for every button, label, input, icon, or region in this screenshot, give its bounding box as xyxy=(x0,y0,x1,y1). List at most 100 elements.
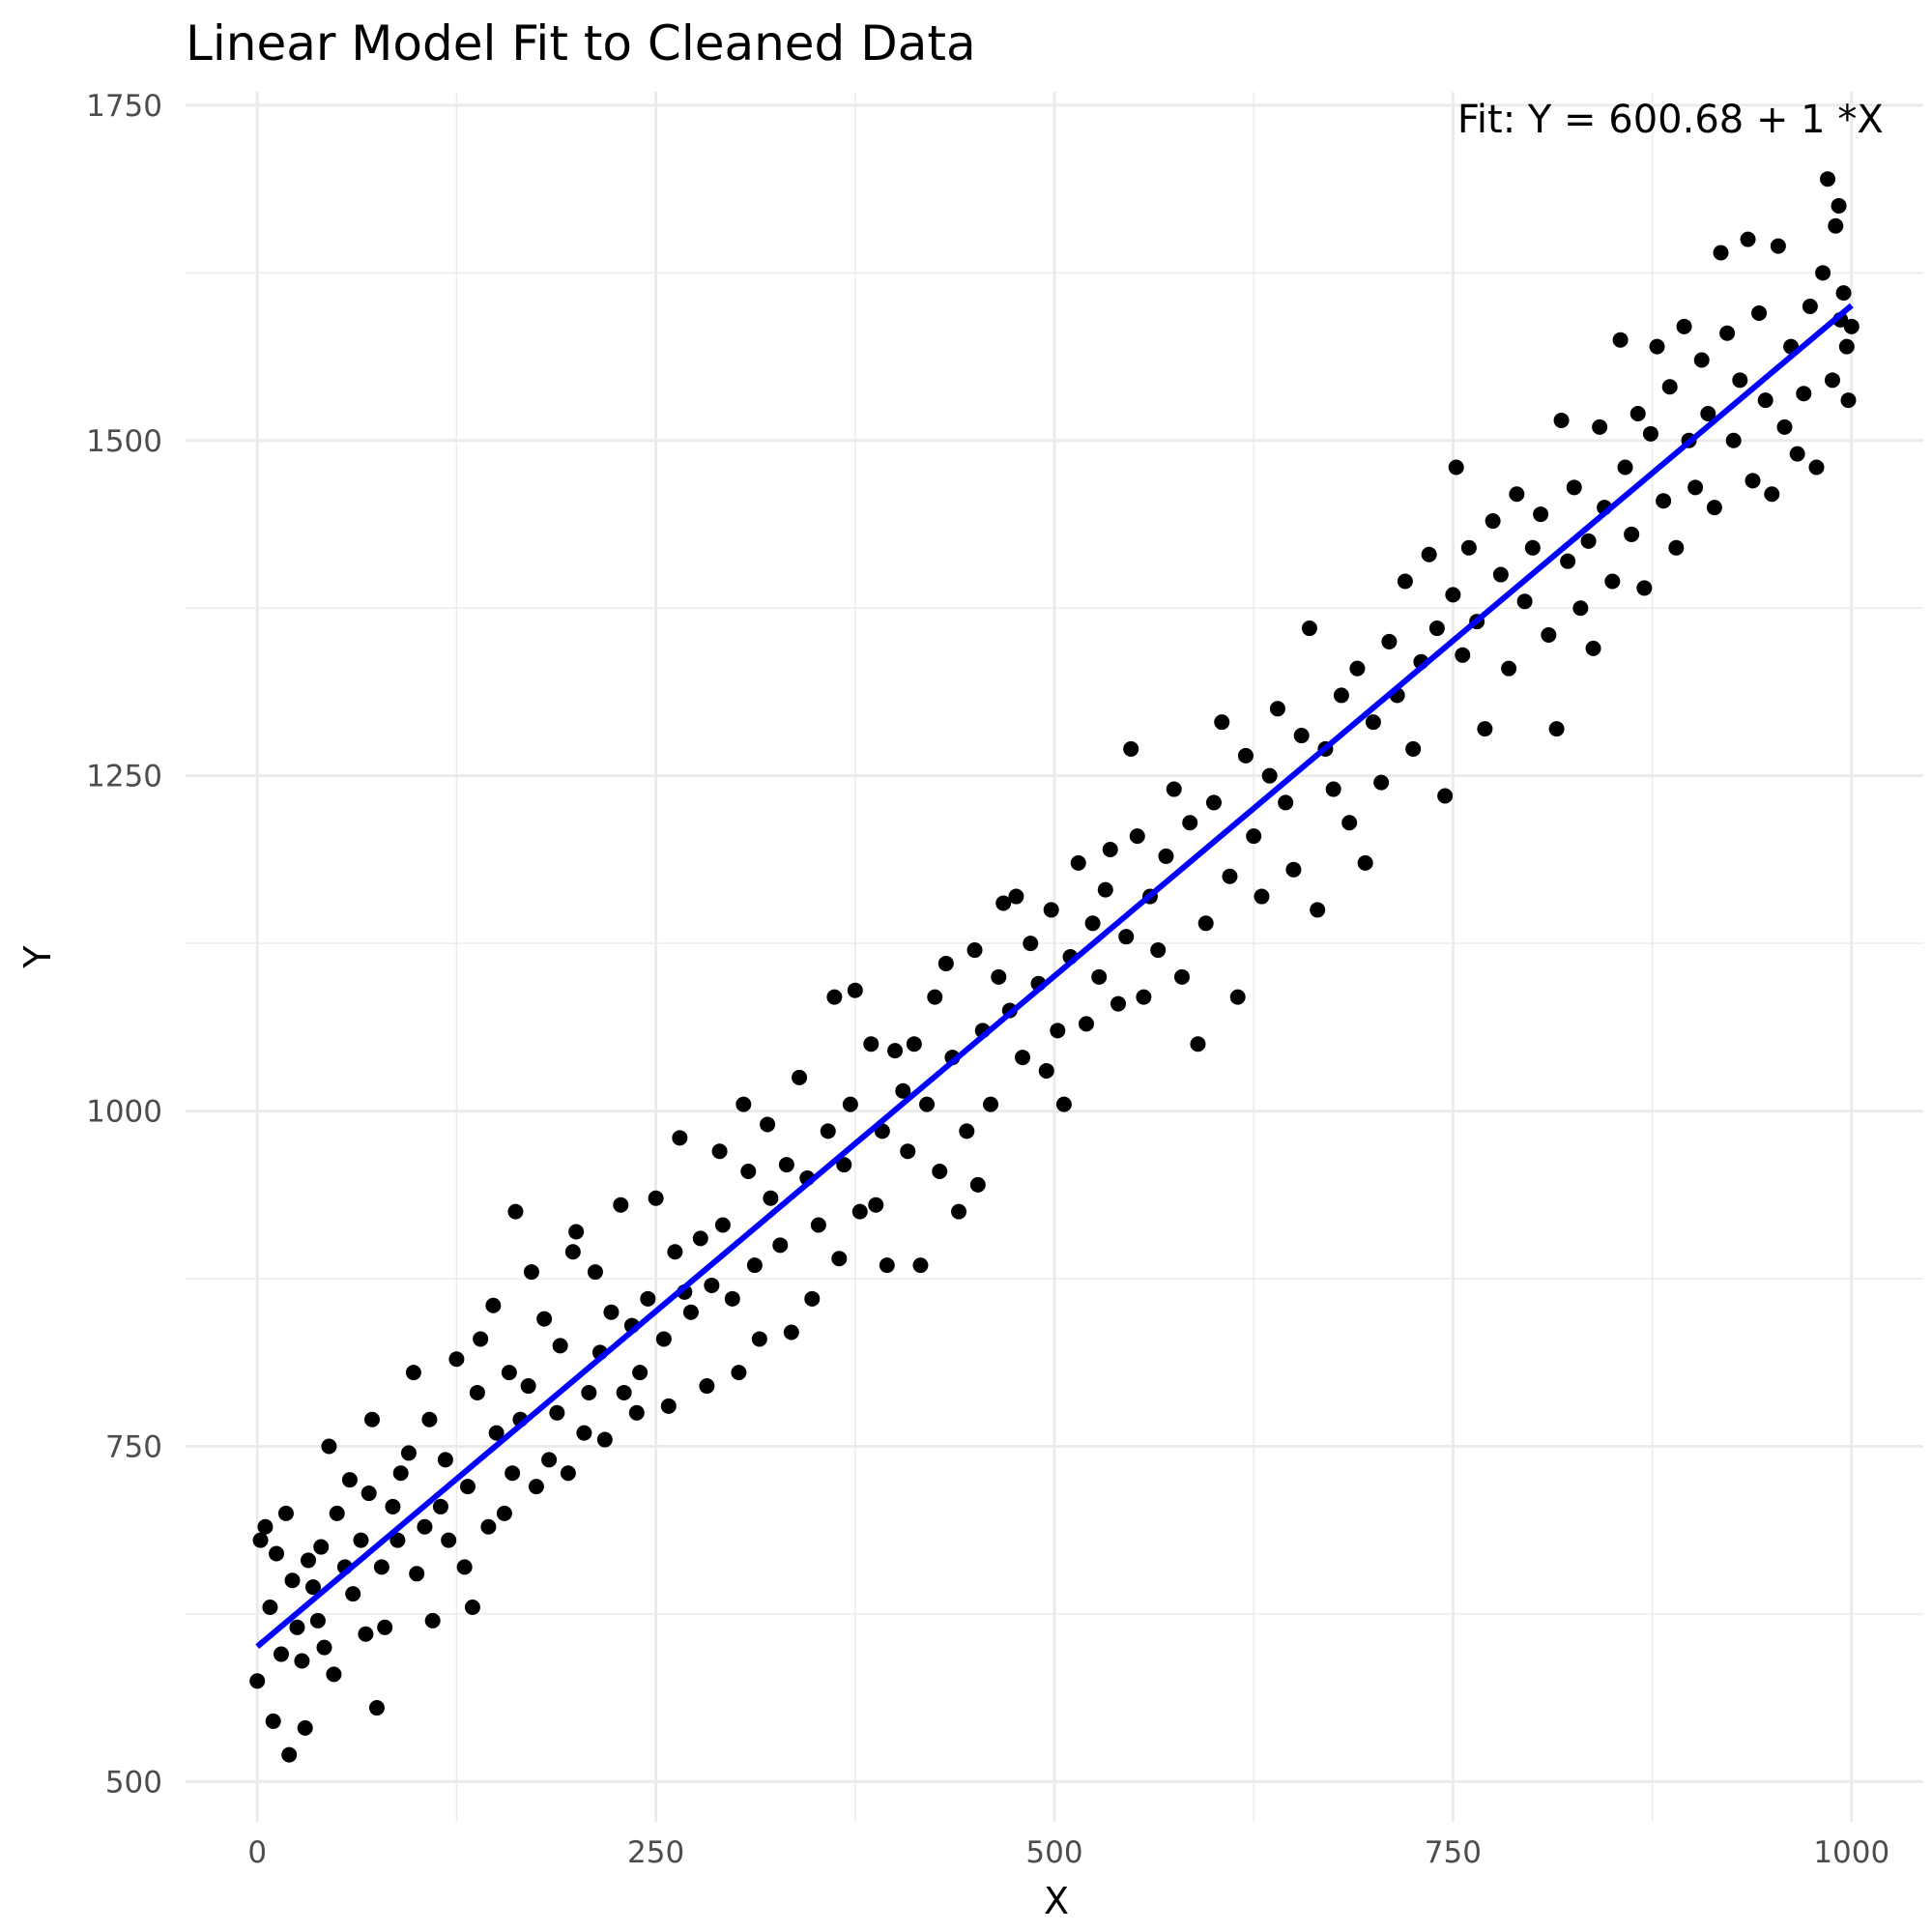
data-point-27 xyxy=(363,1411,380,1427)
data-point-142 xyxy=(1050,1023,1066,1039)
data-point-212 xyxy=(1572,600,1589,617)
data-point-247 xyxy=(1796,386,1812,402)
data-point-127 xyxy=(951,1203,967,1220)
data-point-225 xyxy=(1656,493,1672,509)
data-point-205 xyxy=(1524,539,1541,556)
data-point-132 xyxy=(983,1096,999,1112)
data-point-208 xyxy=(1548,721,1565,737)
x-tick-label-2: 500 xyxy=(1025,1835,1082,1870)
y-tick-label-3: 1250 xyxy=(86,760,162,794)
data-point-36 xyxy=(409,1566,425,1582)
data-point-72 xyxy=(603,1304,620,1320)
data-point-231 xyxy=(1693,352,1710,368)
data-point-42 xyxy=(441,1532,457,1548)
data-point-257 xyxy=(1843,318,1860,334)
data-point-227 xyxy=(1668,539,1685,556)
data-point-130 xyxy=(969,1176,986,1193)
data-point-136 xyxy=(1008,888,1024,905)
data-point-128 xyxy=(959,1123,975,1139)
data-point-217 xyxy=(1604,573,1621,590)
data-point-255 xyxy=(1835,285,1852,302)
data-point-189 xyxy=(1405,740,1422,757)
data-point-69 xyxy=(587,1264,603,1281)
data-point-22 xyxy=(341,1472,358,1488)
data-point-14 xyxy=(304,1579,321,1596)
data-point-251 xyxy=(1820,171,1836,187)
data-point-150 xyxy=(1102,841,1118,857)
data-point-90 xyxy=(714,1217,731,1233)
data-point-60 xyxy=(536,1311,553,1327)
data-point-19 xyxy=(326,1666,342,1683)
data-point-220 xyxy=(1624,526,1640,542)
data-point-12 xyxy=(297,1719,313,1736)
data-point-113 xyxy=(863,1036,879,1053)
x-tick-label-4: 1000 xyxy=(1813,1835,1889,1870)
data-point-82 xyxy=(667,1244,683,1260)
data-point-157 xyxy=(1150,942,1167,959)
data-point-243 xyxy=(1770,238,1786,254)
data-point-62 xyxy=(549,1404,565,1421)
data-point-55 xyxy=(507,1203,524,1220)
data-point-97 xyxy=(760,1116,776,1133)
data-point-8 xyxy=(281,1746,298,1763)
chart-title: Linear Model Fit to Cleaned Data xyxy=(186,15,976,72)
data-point-26 xyxy=(360,1485,377,1502)
data-point-66 xyxy=(568,1224,585,1240)
y-tick-label-1: 750 xyxy=(105,1429,162,1464)
data-point-166 xyxy=(1222,868,1238,884)
data-point-143 xyxy=(1055,1096,1072,1112)
data-point-40 xyxy=(432,1498,448,1514)
data-point-112 xyxy=(851,1203,868,1220)
data-point-31 xyxy=(385,1498,401,1514)
data-point-94 xyxy=(740,1164,757,1180)
data-point-37 xyxy=(417,1518,433,1535)
data-point-96 xyxy=(751,1331,767,1347)
data-point-241 xyxy=(1757,392,1773,409)
data-point-162 xyxy=(1190,1036,1206,1053)
data-point-213 xyxy=(1580,533,1597,549)
data-point-173 xyxy=(1278,794,1294,811)
data-point-83 xyxy=(672,1130,688,1146)
data-point-108 xyxy=(831,1251,848,1267)
data-point-41 xyxy=(437,1452,453,1468)
data-point-111 xyxy=(847,982,863,998)
data-point-200 xyxy=(1485,513,1501,530)
data-point-168 xyxy=(1237,747,1254,764)
data-point-23 xyxy=(345,1586,361,1602)
data-point-170 xyxy=(1254,888,1270,905)
data-point-165 xyxy=(1214,714,1230,731)
data-point-125 xyxy=(937,955,954,971)
data-point-25 xyxy=(358,1626,374,1642)
data-point-88 xyxy=(704,1277,720,1293)
data-point-118 xyxy=(895,1082,911,1099)
data-point-152 xyxy=(1118,929,1135,945)
data-point-104 xyxy=(804,1290,821,1307)
data-point-235 xyxy=(1719,325,1736,341)
data-point-18 xyxy=(321,1438,337,1455)
data-point-110 xyxy=(842,1096,858,1112)
data-point-175 xyxy=(1293,728,1310,744)
data-point-43 xyxy=(448,1351,465,1368)
data-point-49 xyxy=(480,1518,497,1535)
data-point-10 xyxy=(289,1619,305,1635)
data-point-53 xyxy=(501,1365,517,1381)
data-point-246 xyxy=(1789,446,1805,462)
data-point-59 xyxy=(528,1479,544,1495)
data-point-230 xyxy=(1687,479,1704,496)
data-point-221 xyxy=(1629,406,1646,422)
data-point-201 xyxy=(1492,566,1509,583)
data-point-121 xyxy=(912,1257,929,1274)
data-point-228 xyxy=(1676,318,1692,334)
data-point-253 xyxy=(1828,217,1844,234)
data-point-28 xyxy=(368,1700,385,1716)
data-point-224 xyxy=(1649,338,1665,355)
data-point-202 xyxy=(1501,660,1517,677)
data-point-32 xyxy=(389,1532,406,1548)
data-point-164 xyxy=(1205,794,1222,811)
y-tick-label-4: 1500 xyxy=(86,424,162,459)
data-point-209 xyxy=(1553,412,1570,428)
data-point-3 xyxy=(262,1599,278,1615)
data-point-148 xyxy=(1091,968,1108,985)
data-point-5 xyxy=(269,1545,285,1562)
data-point-222 xyxy=(1636,580,1653,596)
